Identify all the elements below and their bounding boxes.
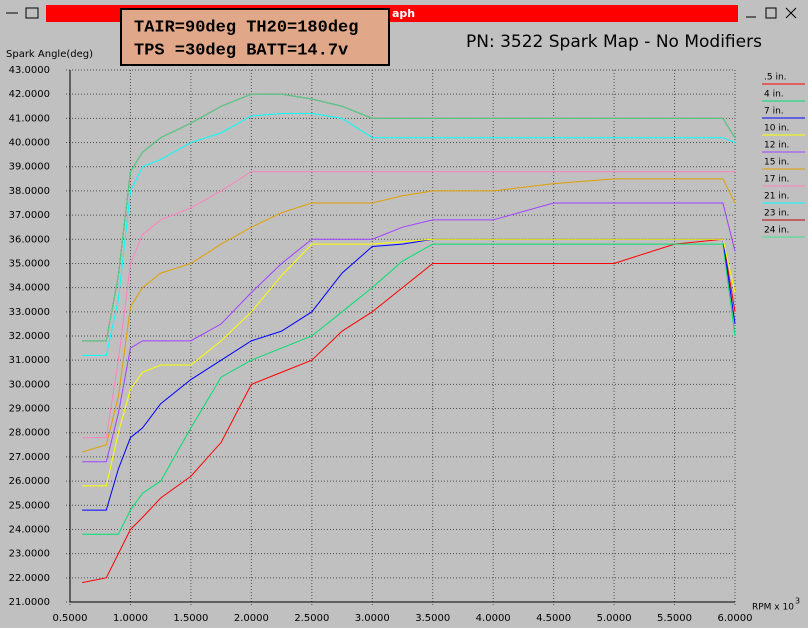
y-tick-label: 42.0000 xyxy=(9,89,50,100)
legend-label: 17 in. xyxy=(764,175,789,185)
x-tick-label: 2.5000 xyxy=(294,613,329,624)
series-line xyxy=(82,93,736,342)
y-tick-label: 40.0000 xyxy=(9,138,50,149)
close-button[interactable] xyxy=(785,7,797,19)
x-tick-label: 5.5000 xyxy=(657,613,692,624)
info-line: TAIR=90deg TH20=180deg xyxy=(134,18,358,37)
x-tick-label: 1.0000 xyxy=(113,613,148,624)
legend-label: 10 in. xyxy=(764,124,789,134)
x-tick-label: 0.5000 xyxy=(53,613,88,624)
series-line xyxy=(81,238,736,584)
maximize-button[interactable] xyxy=(765,7,777,19)
x-axis-label: RPM x 10 xyxy=(752,603,794,613)
window-title: aph xyxy=(392,7,415,20)
x-tick-label: 5.0000 xyxy=(597,613,632,624)
y-tick-label: 25.0000 xyxy=(9,500,50,511)
y-tick-label: 41.0000 xyxy=(9,113,50,124)
y-tick-label: 32.0000 xyxy=(9,331,50,342)
y-tick-label: 27.0000 xyxy=(9,452,50,463)
x-tick-label: 2.0000 xyxy=(234,613,269,624)
y-tick-label: 35.0000 xyxy=(9,258,50,269)
x-tick-label: 3.0000 xyxy=(355,613,390,624)
series-line xyxy=(82,243,736,535)
y-tick-label: 37.0000 xyxy=(9,210,50,221)
series-line xyxy=(82,171,735,439)
y-tick-label: 28.0000 xyxy=(9,428,50,439)
legend-label: 15 in. xyxy=(764,158,789,168)
series-line xyxy=(82,238,736,487)
y-tick-label: 43.0000 xyxy=(9,65,50,76)
legend-label: .5 in. xyxy=(764,73,787,83)
x-tick-label: 1.5000 xyxy=(173,613,208,624)
series-line xyxy=(82,202,736,463)
x-tick-label: 4.0000 xyxy=(476,613,511,624)
y-tick-label: 34.0000 xyxy=(9,283,50,294)
y-tick-label: 24.0000 xyxy=(9,524,50,535)
y-tick-label: 26.0000 xyxy=(9,476,50,487)
x-tick-label: 3.5000 xyxy=(415,613,450,624)
legend-label: 7 in. xyxy=(764,107,784,117)
y-tick-label: 38.0000 xyxy=(9,186,50,197)
y-axis-label: Spark Angle(deg) xyxy=(6,49,93,60)
y-tick-label: 21.0000 xyxy=(9,597,50,608)
y-tick-label: 23.0000 xyxy=(9,549,50,560)
y-tick-label: 29.0000 xyxy=(9,404,50,415)
legend-label: 23 in. xyxy=(764,209,789,219)
y-tick-label: 33.0000 xyxy=(9,307,50,318)
shade-button[interactable] xyxy=(25,7,39,19)
y-tick-label: 31.0000 xyxy=(9,355,50,366)
legend-label: 12 in. xyxy=(764,141,789,151)
chart-title: PN: 3522 Spark Map - No Modifiers xyxy=(466,32,762,52)
series-line xyxy=(82,113,736,356)
legend-label: 21 in. xyxy=(764,192,789,202)
x-axis-exponent: 3 xyxy=(795,597,800,606)
y-tick-label: 39.0000 xyxy=(9,162,50,173)
legend-label: 24 in. xyxy=(764,226,789,236)
info-box xyxy=(120,8,390,66)
y-tick-label: 30.0000 xyxy=(9,379,50,390)
series-line xyxy=(81,178,736,453)
x-tick-label: 6.0000 xyxy=(718,613,753,624)
y-tick-label: 36.0000 xyxy=(9,234,50,245)
legend-label: 4 in. xyxy=(764,90,784,100)
x-tick-label: 4.5000 xyxy=(536,613,571,624)
y-tick-label: 22.0000 xyxy=(9,573,50,584)
info-line: TPS =30deg BATT=14.7v xyxy=(134,41,348,60)
